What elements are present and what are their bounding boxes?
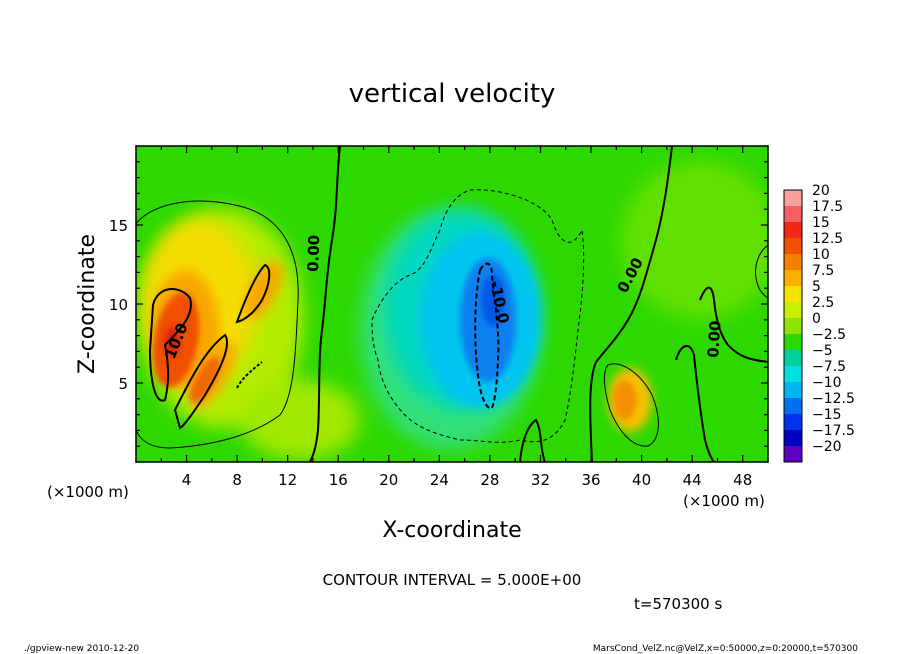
colorbar-label: −5 (812, 343, 833, 359)
x-tick-label: 40 (632, 471, 651, 489)
contour-lines (136, 146, 768, 462)
colorbar-label: −10 (812, 375, 842, 391)
colorbar-label: 12.5 (812, 231, 843, 247)
x-tick-label: 20 (379, 471, 398, 489)
contour-zero-4 (675, 345, 715, 462)
y-tick-labels: 5 10 15 (109, 217, 128, 393)
y-axis-title: Z-coordinate (75, 234, 100, 374)
footer-right: MarsCond_VelZ.nc@VelZ,x=0:50000,z=0:2000… (593, 644, 858, 654)
contour-zero-2 (589, 146, 673, 462)
contour-5-right (603, 363, 659, 447)
y-tick-label: 15 (109, 217, 128, 235)
colorbar-swatch (784, 238, 802, 255)
contour-10-streak-c (236, 361, 263, 389)
axis-ticks (135, 145, 769, 463)
contour-5-left (136, 200, 299, 449)
x-axis-title: X-coordinate (382, 518, 521, 543)
x-tick-label: 8 (232, 471, 242, 489)
colorbar-label: 10 (812, 247, 830, 263)
colorbar-swatch (784, 254, 802, 271)
x-tick-label: 36 (581, 471, 600, 489)
contour-label-zero-3: 0.00 (704, 320, 725, 358)
colorbar: 2017.51512.5107.552.50−2.5−5−7.5−10−12.5… (783, 183, 855, 463)
contour-label-zero-1: 0.00 (304, 235, 323, 273)
contour-zero-1 (309, 146, 341, 462)
colorbar-label: −7.5 (812, 359, 846, 375)
colorbar-label: −2.5 (812, 327, 846, 343)
colorbar-swatch (784, 414, 802, 431)
colorbar-frame (783, 189, 803, 463)
contour-zero-3 (699, 286, 768, 363)
colorbar-swatch (784, 398, 802, 415)
colorbar-label: −12.5 (812, 391, 855, 407)
x-tick-label: 44 (683, 471, 702, 489)
contour-interval: CONTOUR INTERVAL = 5.000E+00 (323, 571, 582, 589)
x-tick-label: 32 (531, 471, 550, 489)
time-label: t=570300 s (634, 595, 722, 613)
x-tick-labels: 4 8 12 16 20 24 28 32 36 40 44 48 (182, 471, 752, 489)
colorbar-label: 20 (812, 183, 830, 199)
colorbar-swatch (784, 190, 802, 207)
colorbar-label: 7.5 (812, 263, 834, 279)
colorbar-swatch (784, 302, 802, 319)
colorbar-label: 5 (812, 279, 821, 295)
colorbar-label: 15 (812, 215, 830, 231)
colorbar-swatch (784, 430, 802, 447)
x-tick-label: 12 (278, 471, 297, 489)
x-tick-label: 24 (430, 471, 449, 489)
colorbar-swatch (784, 318, 802, 335)
colorbar-swatch (784, 334, 802, 351)
colorbar-swatch (784, 382, 802, 399)
x-tick-label: 16 (329, 471, 348, 489)
colorbar-label: 2.5 (812, 295, 834, 311)
colorbar-swatch (784, 366, 802, 383)
contour-10-streak-b (235, 263, 271, 324)
contour-neg5 (371, 189, 585, 443)
colorbar-swatch (784, 286, 802, 303)
x-tick-label: 28 (480, 471, 499, 489)
x-tick-label: 4 (182, 471, 192, 489)
colorbar-label: −20 (812, 439, 842, 455)
footer-left: ./gpview-new 2010-12-20 (24, 644, 139, 654)
chart-title: vertical velocity (349, 79, 556, 109)
contour-10-streak-a (173, 333, 229, 430)
colorbar-swatch (784, 446, 802, 463)
contour-zero-6 (519, 418, 546, 462)
colorbar-swatch (784, 206, 802, 223)
x-units-right: (×1000 m) (683, 492, 765, 510)
colorbar-label: −17.5 (812, 423, 855, 439)
x-tick-label: 48 (733, 471, 752, 489)
contour-zero-5 (755, 244, 768, 299)
colorbar-label: 17.5 (812, 199, 843, 215)
y-tick-label: 10 (109, 296, 128, 314)
colorbar-label: −15 (812, 407, 842, 423)
x-units-left: (×1000 m) (47, 483, 129, 501)
heatmap-field (136, 146, 768, 462)
colorbar-swatch (784, 222, 802, 239)
colorbar-swatch (784, 270, 802, 287)
colorbar-label: 0 (812, 311, 821, 327)
contour-10-left (148, 288, 192, 402)
colorbar-swatch (784, 350, 802, 367)
y-tick-label: 5 (118, 375, 128, 393)
